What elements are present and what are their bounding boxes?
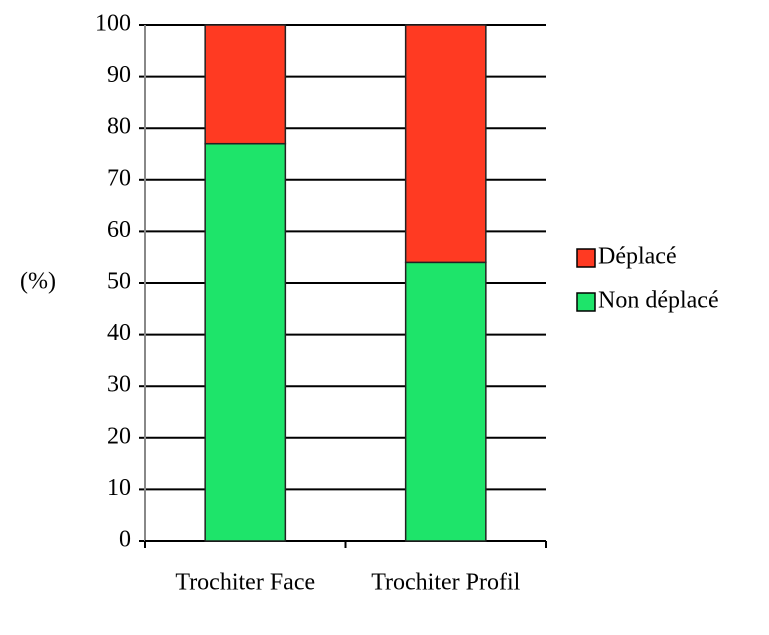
y-tick-label: 30 — [107, 372, 131, 398]
legend-swatch — [576, 292, 596, 312]
y-tick-label: 10 — [107, 475, 131, 501]
y-tick-label: 60 — [107, 217, 131, 243]
bar-segment — [404, 261, 487, 542]
y-tick-label: 0 — [119, 527, 131, 553]
y-tick-label: 50 — [107, 269, 131, 295]
y-tick-label: 40 — [107, 320, 131, 346]
x-tick-label: Trochiter Profil — [371, 570, 520, 596]
y-tick-label: 70 — [107, 165, 131, 191]
y-tick-label: 20 — [107, 423, 131, 449]
y-tick-label: 100 — [95, 11, 131, 37]
y-tick-label: 90 — [107, 62, 131, 88]
bar-segment — [204, 24, 287, 145]
legend-label: Non déplacé — [598, 288, 719, 314]
y-tick-label: 80 — [107, 114, 131, 140]
legend-label: Déplacé — [598, 244, 677, 270]
legend-swatch — [576, 248, 596, 268]
bar-segment — [404, 24, 487, 264]
bar-segment — [204, 142, 287, 542]
y-axis-label: (%) — [20, 269, 56, 295]
x-tick-label: Trochiter Face — [175, 570, 315, 596]
